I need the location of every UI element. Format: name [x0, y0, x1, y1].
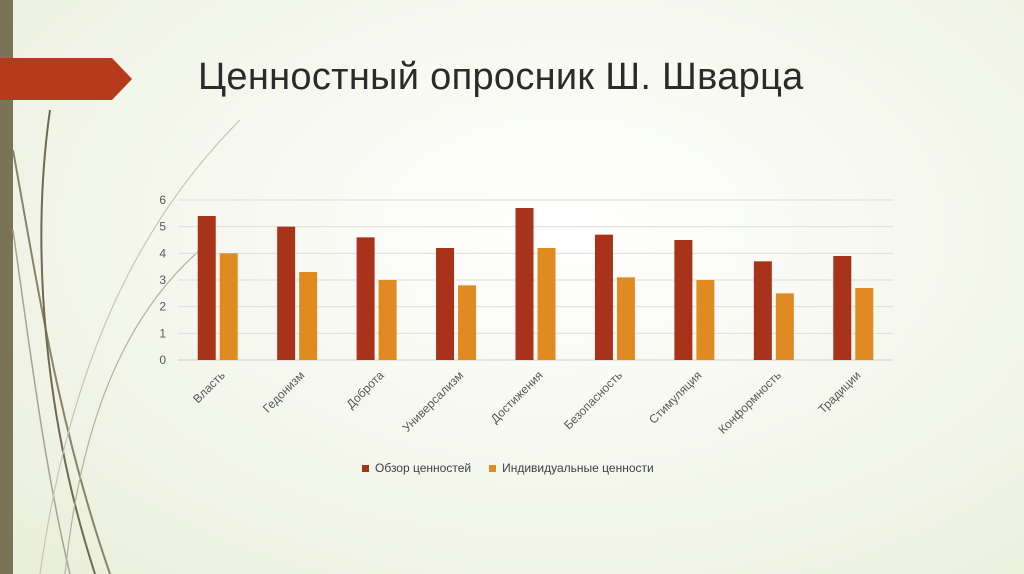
legend-item-series1: Обзор ценностей [362, 461, 471, 475]
x-tick-label: Конформность [715, 368, 783, 436]
bar-series1 [674, 240, 693, 360]
bar-series2 [299, 272, 318, 360]
bar-series2 [458, 285, 477, 360]
legend-item-series2: Индивидуальные ценности [489, 461, 654, 475]
x-tick-label: Безопасность [561, 368, 625, 432]
legend-swatch-series1 [362, 464, 369, 472]
y-tick-label: 3 [159, 273, 166, 287]
bar-series2 [219, 253, 238, 360]
bar-series2 [616, 277, 635, 360]
chart-y-ticks: 0 1 2 3 4 5 6 [159, 193, 166, 367]
bar-series2 [775, 293, 794, 360]
x-tick-label: Доброта [344, 368, 387, 411]
chart-gridlines [178, 199, 893, 361]
x-tick-label: Достижения [488, 368, 546, 426]
chart-x-ticks: Власть Гедонизм Доброта Универсализм Достиже… [190, 368, 863, 437]
x-tick-label: Универсализм [400, 368, 467, 435]
y-tick-label: 0 [159, 353, 166, 367]
bar-series1 [356, 237, 375, 360]
chart-legend: Обзор ценностей Индивидуальные ценности [362, 461, 672, 475]
bar-series2 [696, 280, 715, 360]
x-tick-label: Стимуляция [646, 368, 704, 426]
bar-series2 [537, 248, 556, 360]
slide-title: Ценностный опросник Ш. Шварца [198, 56, 804, 98]
bar-series1 [515, 208, 534, 360]
x-tick-label: Традиции [815, 368, 863, 416]
bar-series1 [594, 234, 613, 360]
bar-series1 [753, 261, 772, 360]
bar-series1 [436, 248, 455, 360]
bar-series1 [833, 256, 852, 360]
y-tick-label: 2 [159, 300, 166, 314]
y-tick-label: 6 [159, 193, 166, 207]
title-arrow-decor [0, 58, 132, 100]
bar-series2 [855, 288, 874, 360]
legend-label-series2: Индивидуальные ценности [502, 461, 654, 475]
bar-series2 [378, 280, 397, 360]
bar-series1 [197, 216, 216, 360]
bar-series1 [277, 226, 296, 360]
chart-bars [197, 208, 874, 360]
x-tick-label: Гедонизм [260, 368, 307, 415]
y-tick-label: 5 [159, 220, 166, 234]
legend-label-series1: Обзор ценностей [375, 461, 472, 475]
legend-swatch-series2 [489, 464, 497, 472]
y-tick-label: 4 [159, 246, 166, 260]
left-decor-strip [0, 0, 13, 574]
decorative-curves [12, 109, 241, 574]
x-tick-label: Власть [190, 368, 228, 406]
y-tick-label: 1 [159, 326, 166, 340]
